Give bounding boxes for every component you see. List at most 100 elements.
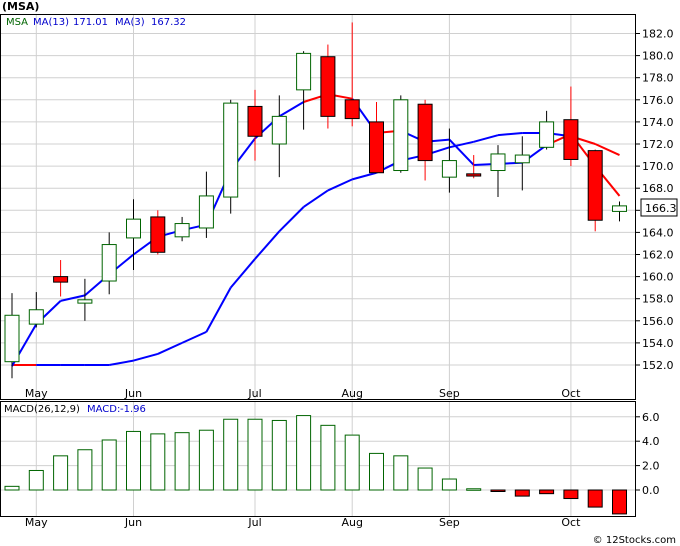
candle-down	[587, 149, 603, 232]
macd-bar	[539, 489, 555, 495]
candle-body	[441, 160, 457, 178]
price-tick-label: 164.0	[642, 226, 674, 239]
price-tick-label: 178.0	[642, 72, 674, 85]
ma13-segment	[205, 287, 232, 333]
candle-up	[296, 51, 312, 130]
price-tick-label: 172.0	[642, 138, 674, 151]
ma13-segment	[351, 171, 377, 181]
candle-up	[393, 95, 409, 173]
price-tick-label: 156.0	[642, 315, 674, 328]
price-panel-frame	[0, 14, 636, 400]
price-tick-label: 174.0	[642, 116, 674, 129]
candle-body	[587, 150, 603, 221]
macd-title: MACD(26,12,9)	[4, 404, 80, 415]
macd-bar	[490, 489, 506, 492]
moving-average-lines	[11, 93, 621, 367]
candle-body	[296, 52, 312, 91]
price-tick-label: 180.0	[642, 50, 674, 63]
ma3-segment	[60, 294, 86, 302]
macd-bar	[28, 469, 44, 491]
candle-body	[77, 299, 93, 304]
macd-bar	[296, 415, 312, 491]
macd-bar	[198, 429, 214, 491]
price-tick-label: 152.0	[642, 359, 674, 372]
macd-bar	[271, 419, 287, 491]
macd-bar	[612, 489, 627, 515]
candle-down	[247, 89, 263, 161]
price-tick-label: 176.0	[642, 94, 674, 107]
candle-body	[369, 121, 384, 174]
candle-down	[344, 22, 360, 127]
ma13-segment	[278, 206, 305, 233]
macd-bar	[417, 467, 433, 491]
candle-body	[247, 105, 263, 137]
legend-ma3-label: MA(3)	[115, 17, 145, 28]
price-y-axis: 152.0154.0156.0158.0160.0162.0164.0166.0…	[635, 28, 674, 372]
candle-body	[150, 216, 166, 253]
ma13-segment	[497, 131, 523, 137]
legend-symbol: MSA	[6, 17, 28, 28]
ma13-segment	[133, 352, 159, 362]
candle-body	[174, 223, 190, 238]
candle-down	[417, 99, 433, 181]
legend-ma13-value: 171.01	[73, 17, 108, 28]
candle-body	[53, 276, 69, 283]
macd-month-label: May	[25, 516, 48, 529]
candle-down	[369, 102, 384, 174]
macd-tick-label: 2.0	[642, 460, 660, 473]
candle-down	[563, 86, 579, 167]
macd-month-label: Oct	[561, 516, 581, 529]
candle-up	[514, 136, 530, 191]
macd-bar	[247, 418, 263, 491]
candle-body	[514, 154, 530, 164]
candle-down	[53, 260, 69, 297]
candle-body	[101, 244, 117, 282]
price-x-axis: May Jun Jul Aug Sep Oct	[25, 387, 581, 400]
macd-bar	[174, 432, 190, 491]
watermark: © 12Stocks.com	[593, 535, 676, 546]
macd-tick-label: 6.0	[642, 411, 660, 424]
macd-bar	[126, 430, 141, 491]
ma13-segment	[157, 341, 183, 355]
candle-up	[126, 199, 141, 270]
candle-body	[320, 56, 336, 117]
macd-y-axis: 6.0 4.0 2.0 0.0	[635, 411, 660, 497]
price-month-label: Sep	[439, 387, 460, 400]
candle-up	[198, 171, 214, 238]
macd-value: -1.96	[120, 404, 146, 415]
candle-body	[393, 99, 409, 172]
price-grid	[1, 15, 635, 399]
ma13-segment	[254, 230, 281, 260]
macd-tick-label: 0.0	[642, 484, 660, 497]
candle-down	[150, 210, 166, 255]
ma13-segment	[327, 178, 353, 192]
macd-month-label: Jul	[247, 516, 261, 529]
candle-up	[28, 292, 44, 328]
macd-month-label: Sep	[439, 516, 460, 529]
candle-up	[612, 201, 627, 222]
macd-bar	[563, 489, 579, 500]
price-tick-label: 158.0	[642, 293, 674, 306]
candle-body	[28, 309, 44, 325]
candle-up	[223, 99, 239, 214]
macd-x-axis: May Jun Jul Aug Sep Oct	[25, 516, 581, 529]
macd-label: MACD:	[87, 404, 120, 415]
macd-bar	[77, 449, 93, 491]
price-month-label: Jul	[247, 387, 261, 400]
price-tick-label: 160.0	[642, 271, 674, 284]
candle-up	[271, 95, 287, 178]
last-price-label: 166.3	[645, 202, 677, 215]
legend-ma13-label: MA(13)	[33, 17, 69, 28]
ma13-segment	[473, 134, 499, 143]
candle-body	[539, 121, 555, 148]
ma13-segment	[303, 189, 329, 208]
price-month-label: Oct	[561, 387, 581, 400]
candles	[4, 22, 627, 379]
candle-up	[4, 293, 20, 379]
macd-bar	[369, 452, 384, 491]
macd-bar	[344, 434, 360, 491]
price-tick-label: 154.0	[642, 337, 674, 350]
ma3-segment	[278, 101, 305, 118]
macd-bar	[101, 439, 117, 491]
macd-bar	[514, 489, 530, 497]
